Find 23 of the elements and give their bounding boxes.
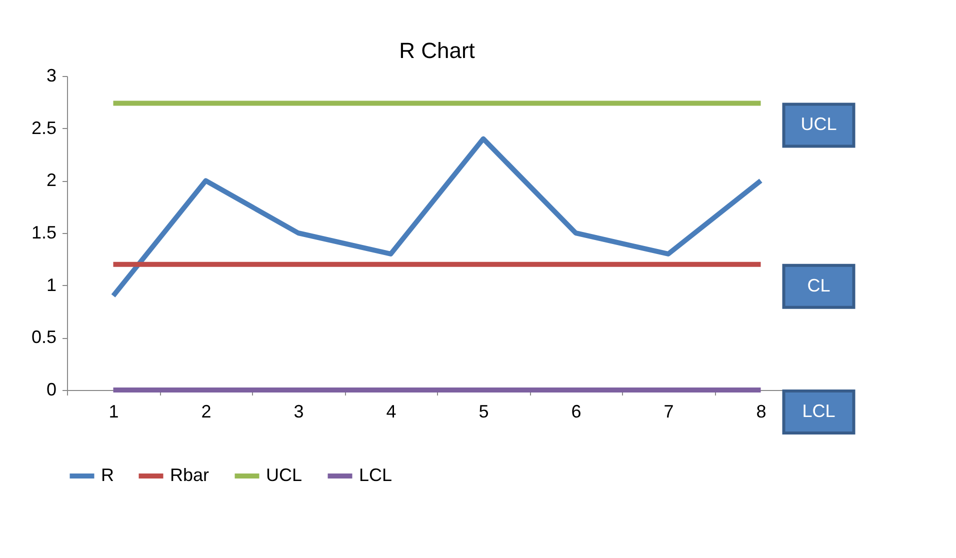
y-tick-label: 1.5 xyxy=(31,222,56,242)
legend-label: UCL xyxy=(266,465,302,485)
y-tick-label: 0.5 xyxy=(31,327,56,348)
x-tick-label: 5 xyxy=(478,402,489,422)
legend-label: R xyxy=(101,465,114,485)
y-tick-label: 2.5 xyxy=(31,118,56,138)
y-tick-label: 1 xyxy=(46,274,56,295)
y-tick-label: 0 xyxy=(46,380,56,400)
legend-label: LCL xyxy=(359,465,392,485)
chart-title: R Chart xyxy=(399,38,475,63)
y-tick-label: 3 xyxy=(46,66,56,86)
x-tick-label: 7 xyxy=(664,402,674,422)
legend-label: Rbar xyxy=(170,465,210,485)
x-tick-label: 8 xyxy=(756,402,766,422)
annotation: UCL xyxy=(800,114,837,134)
annotation: LCL xyxy=(802,401,836,421)
x-tick-label: 6 xyxy=(571,402,582,422)
annotation: CL xyxy=(807,275,830,296)
x-tick-label: 1 xyxy=(108,402,119,422)
x-tick-label: 3 xyxy=(294,402,304,422)
x-tick-label: 2 xyxy=(201,402,212,422)
x-tick-label: 4 xyxy=(386,402,396,422)
y-tick-label: 2 xyxy=(46,170,56,190)
